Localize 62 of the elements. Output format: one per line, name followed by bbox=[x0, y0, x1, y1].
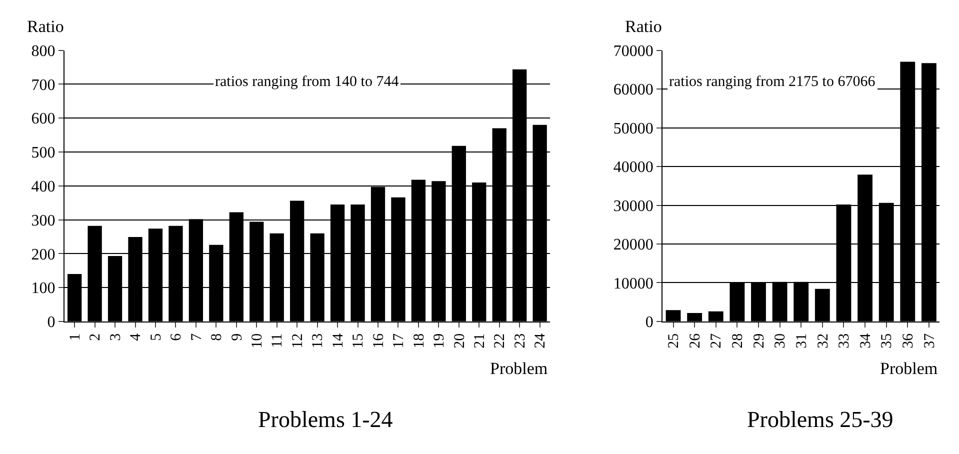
y-tick-label: 600 bbox=[31, 110, 56, 128]
y-tick-label: 100 bbox=[31, 280, 56, 298]
x-tick-label: 29 bbox=[751, 333, 768, 348]
y-tick-label: 10000 bbox=[613, 275, 654, 292]
x-tick-label: 20 bbox=[452, 333, 468, 348]
y-tick-label: 800 bbox=[31, 42, 56, 60]
x-tick-label: 1 bbox=[67, 333, 84, 341]
y-tick-label: 700 bbox=[31, 76, 56, 94]
x-tick-label: 4 bbox=[128, 332, 144, 341]
y-tick-label: 400 bbox=[31, 178, 56, 196]
x-tick-label: 2 bbox=[88, 333, 104, 341]
x-tick-label: 33 bbox=[836, 333, 853, 348]
y-tick-label: 200 bbox=[31, 246, 56, 264]
x-tick-label: 10 bbox=[249, 333, 266, 348]
x-tick-label: 27 bbox=[708, 332, 725, 348]
annotation: ratios ranging from 2175 to 67066 bbox=[669, 74, 876, 90]
x-tick-label: 25 bbox=[666, 333, 682, 348]
x-tick-label: 23 bbox=[512, 333, 528, 348]
y-tick-label: 300 bbox=[31, 212, 56, 230]
x-tick-label: 36 bbox=[900, 332, 917, 348]
x-tick-label: 5 bbox=[148, 333, 164, 341]
x-tick-label: 3 bbox=[108, 333, 124, 341]
x-tick-label: 37 bbox=[922, 332, 938, 348]
x-tick-label: 28 bbox=[730, 333, 746, 348]
y-tick-label: 50000 bbox=[613, 120, 654, 138]
y-tick-label: 30000 bbox=[613, 198, 654, 215]
y-axis-title: Ratio bbox=[27, 17, 64, 36]
x-axis-title: Problem bbox=[880, 359, 938, 378]
x-tick-label: 8 bbox=[209, 333, 226, 341]
x-axis-title: Problem bbox=[490, 359, 548, 378]
x-tick-label: 9 bbox=[229, 333, 246, 341]
x-tick-label: 7 bbox=[188, 332, 205, 341]
x-tick-label: 34 bbox=[858, 332, 874, 348]
x-tick-label: 6 bbox=[168, 332, 185, 341]
x-tick-label: 31 bbox=[794, 333, 810, 348]
x-tick-label: 11 bbox=[270, 333, 286, 348]
x-tick-label: 22 bbox=[492, 333, 508, 348]
y-tick-label: 500 bbox=[31, 144, 56, 162]
text: Problems 1-24 bbox=[258, 407, 394, 432]
x-tick-label: 12 bbox=[290, 333, 306, 348]
x-tick-label: 17 bbox=[391, 332, 408, 348]
x-tick-label: 15 bbox=[350, 333, 367, 348]
x-tick-label: 26 bbox=[687, 332, 704, 348]
x-tick-label: 16 bbox=[370, 332, 387, 348]
y-axis-title: Ratio bbox=[625, 17, 662, 36]
y-tick-label: 70000 bbox=[613, 42, 654, 60]
x-tick-label: 13 bbox=[310, 333, 326, 348]
x-tick-label: 24 bbox=[532, 332, 549, 348]
x-tick-label: 19 bbox=[432, 333, 448, 348]
y-tick-label: 0 bbox=[645, 314, 654, 332]
annotation: ratios ranging from 140 to 744 bbox=[215, 74, 400, 90]
x-tick-label: 14 bbox=[330, 332, 346, 348]
x-tick-label: 21 bbox=[472, 333, 488, 348]
y-tick-label: 60000 bbox=[613, 82, 654, 99]
x-tick-label: 35 bbox=[879, 333, 896, 348]
y-tick-label: 40000 bbox=[613, 159, 654, 176]
y-tick-label: 20000 bbox=[613, 236, 654, 254]
y-tick-label: 0 bbox=[47, 314, 56, 332]
x-tick-label: 32 bbox=[815, 333, 832, 348]
x-tick-label: 18 bbox=[411, 333, 428, 348]
text: Problems 25-39 bbox=[747, 407, 894, 432]
x-tick-label: 30 bbox=[772, 333, 789, 348]
